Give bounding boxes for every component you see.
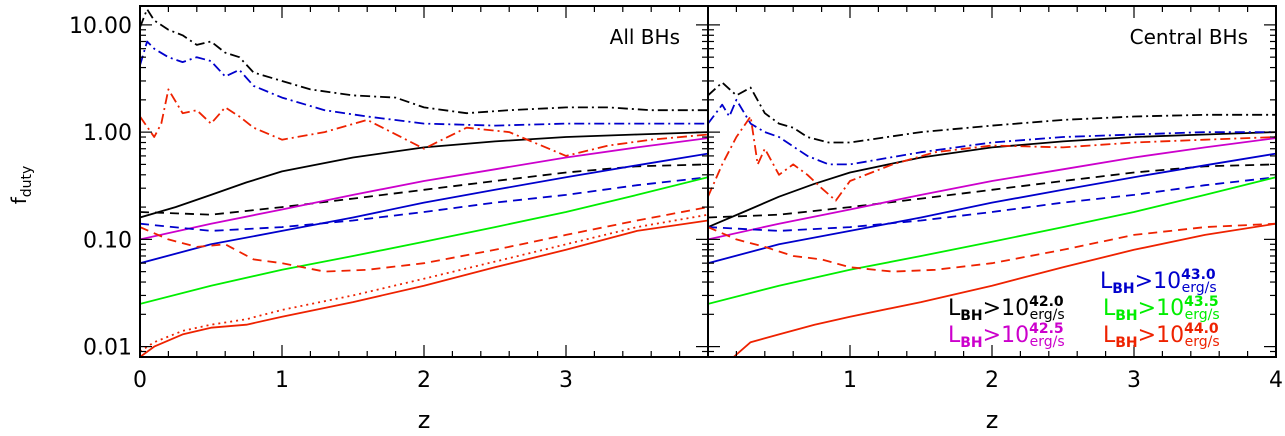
x-tick-label: 4 [1269,368,1283,393]
series-line [733,222,1276,357]
series-layer [140,8,708,357]
panel-title: All BHs [610,25,680,49]
series-line [708,163,1276,219]
series-line [708,137,1276,241]
x-tick-label: 2 [417,368,431,393]
series-line [140,163,708,216]
series-line [140,213,708,353]
tick-labels: 1 2 3 4 [843,368,1283,393]
y-tick-label: 1.00 [83,121,132,146]
legend: LBH>1043.0 erg/s LBH>1042.0 erg/s LBH>1043.5… [948,267,1220,351]
tick-marks [707,6,1277,358]
y-tick-label: 0.10 [83,228,132,253]
legend-entry: LBH>1043.5 erg/s [1103,294,1220,324]
legend-entry: LBH>1042.5 erg/s [948,321,1065,351]
x-tick-label: 3 [1127,368,1141,393]
y-axis-label: fduty [7,166,35,205]
y-tick-label: 10.00 [69,14,132,39]
panel-title: Central BHs [1130,25,1248,49]
legend-entry: LBH>1043.0 erg/s [1100,267,1217,297]
x-tick-label: 2 [985,368,999,393]
series-line [140,137,708,241]
y-tick-label: 0.01 [83,336,132,361]
series-line [708,98,1276,166]
x-axis-label: z [986,406,999,434]
series-line [140,40,708,127]
tick-labels: 0 1 2 3 0.01 0.10 1.00 10.00 [69,14,573,393]
series-line [140,88,708,157]
series-line [708,176,1276,305]
x-tick-label: 3 [559,368,573,393]
series-line [708,152,1276,265]
series-line [708,131,1276,228]
series-line [140,206,708,273]
x-tick-label: 1 [275,368,289,393]
series-line [708,222,1276,273]
series-line [708,115,1276,202]
panel-all-bhs: 0 1 2 3 0.01 0.10 1.00 10.00 All BHs z [69,5,709,434]
x-axis-label: z [418,406,431,434]
series-line [708,81,1276,144]
series-line [140,8,708,115]
legend-entry: LBH>1044.0 erg/s [1103,321,1220,351]
x-tick-label: 1 [843,368,857,393]
series-layer [708,81,1276,357]
series-line [140,131,708,219]
series-line [140,152,708,265]
series-line [140,219,708,357]
series-line [140,176,708,305]
series-line [140,176,708,232]
series-line [708,176,1276,232]
x-tick-label: 0 [133,368,147,393]
legend-entry: LBH>1042.0 erg/s [948,294,1065,324]
